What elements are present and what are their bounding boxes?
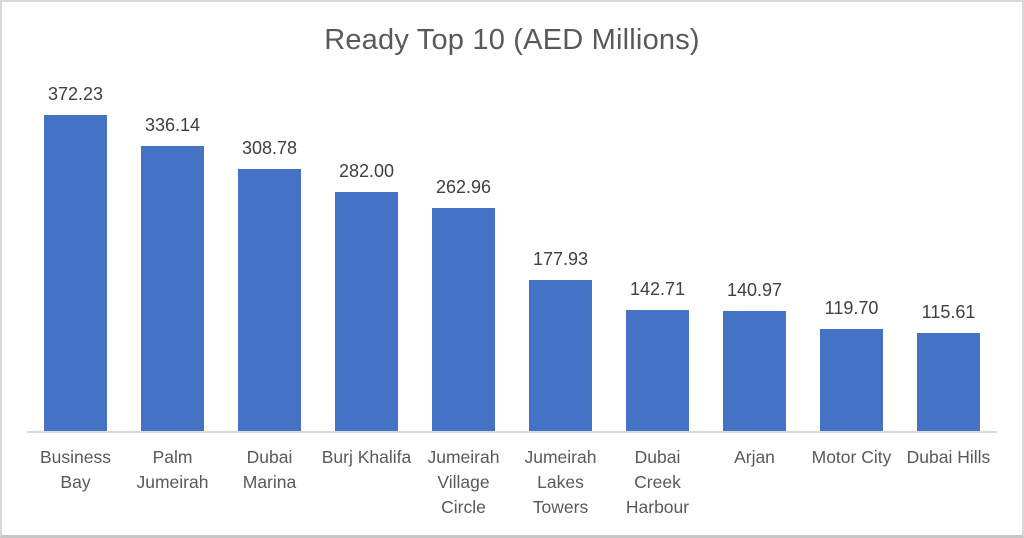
category-label: Dubai Creek Harbour [625,447,690,517]
data-label: 308.78 [241,137,298,158]
category-label: Jumeirah Lakes Towers [524,447,597,517]
data-label: 142.71 [629,278,686,299]
data-label: 115.61 [921,301,976,322]
data-label: 262.96 [435,176,492,197]
bar-column: 142.71 [609,64,706,431]
bar-column: 115.61 [900,64,997,431]
category-label: Palm Jumeirah [136,447,209,492]
data-label: 177.93 [532,248,589,269]
bar [917,332,980,431]
data-label: 119.70 [824,298,879,319]
bar [820,329,883,431]
category-label: Burj Khalifa [321,447,412,467]
data-label: 140.97 [726,280,783,301]
bar-column: 336.14 [124,64,221,431]
bar-column: 282.00 [318,64,415,431]
bar [529,279,592,431]
category-label: Jumeirah Village Circle [427,447,500,517]
bar [432,207,495,431]
bar [238,168,301,431]
x-axis: Business Bay Palm Jumeirah Dubai Marina Bur… [27,431,997,520]
bar-column: 262.96 [415,64,512,431]
data-label: 282.00 [338,160,395,181]
category-label: Dubai Marina [242,447,297,492]
category-label: Dubai Hills [906,447,991,467]
bars-row: 372.23 336.14 308.78 282.00 262.96 177.93 142.… [27,64,997,431]
bar-column: 308.78 [221,64,318,431]
bar [723,311,786,431]
bar [335,191,398,431]
bar-column: 140.97 [706,64,803,431]
bar [141,145,204,431]
category-label: Motor City [811,447,892,467]
chart-title: Ready Top 10 (AED Millions) [324,24,700,56]
category-label: Arjan [734,447,775,467]
category-label: Business Bay [39,447,111,492]
data-label: 336.14 [144,114,201,135]
bar-column: 372.23 [27,64,124,431]
bar [44,115,107,431]
data-label: 372.23 [47,84,104,104]
plot-area: 372.23 336.14 308.78 282.00 262.96 177.93 142.… [27,64,997,520]
bar [626,309,689,431]
bar-column: 177.93 [512,64,609,431]
bar-column: 119.70 [803,64,900,431]
